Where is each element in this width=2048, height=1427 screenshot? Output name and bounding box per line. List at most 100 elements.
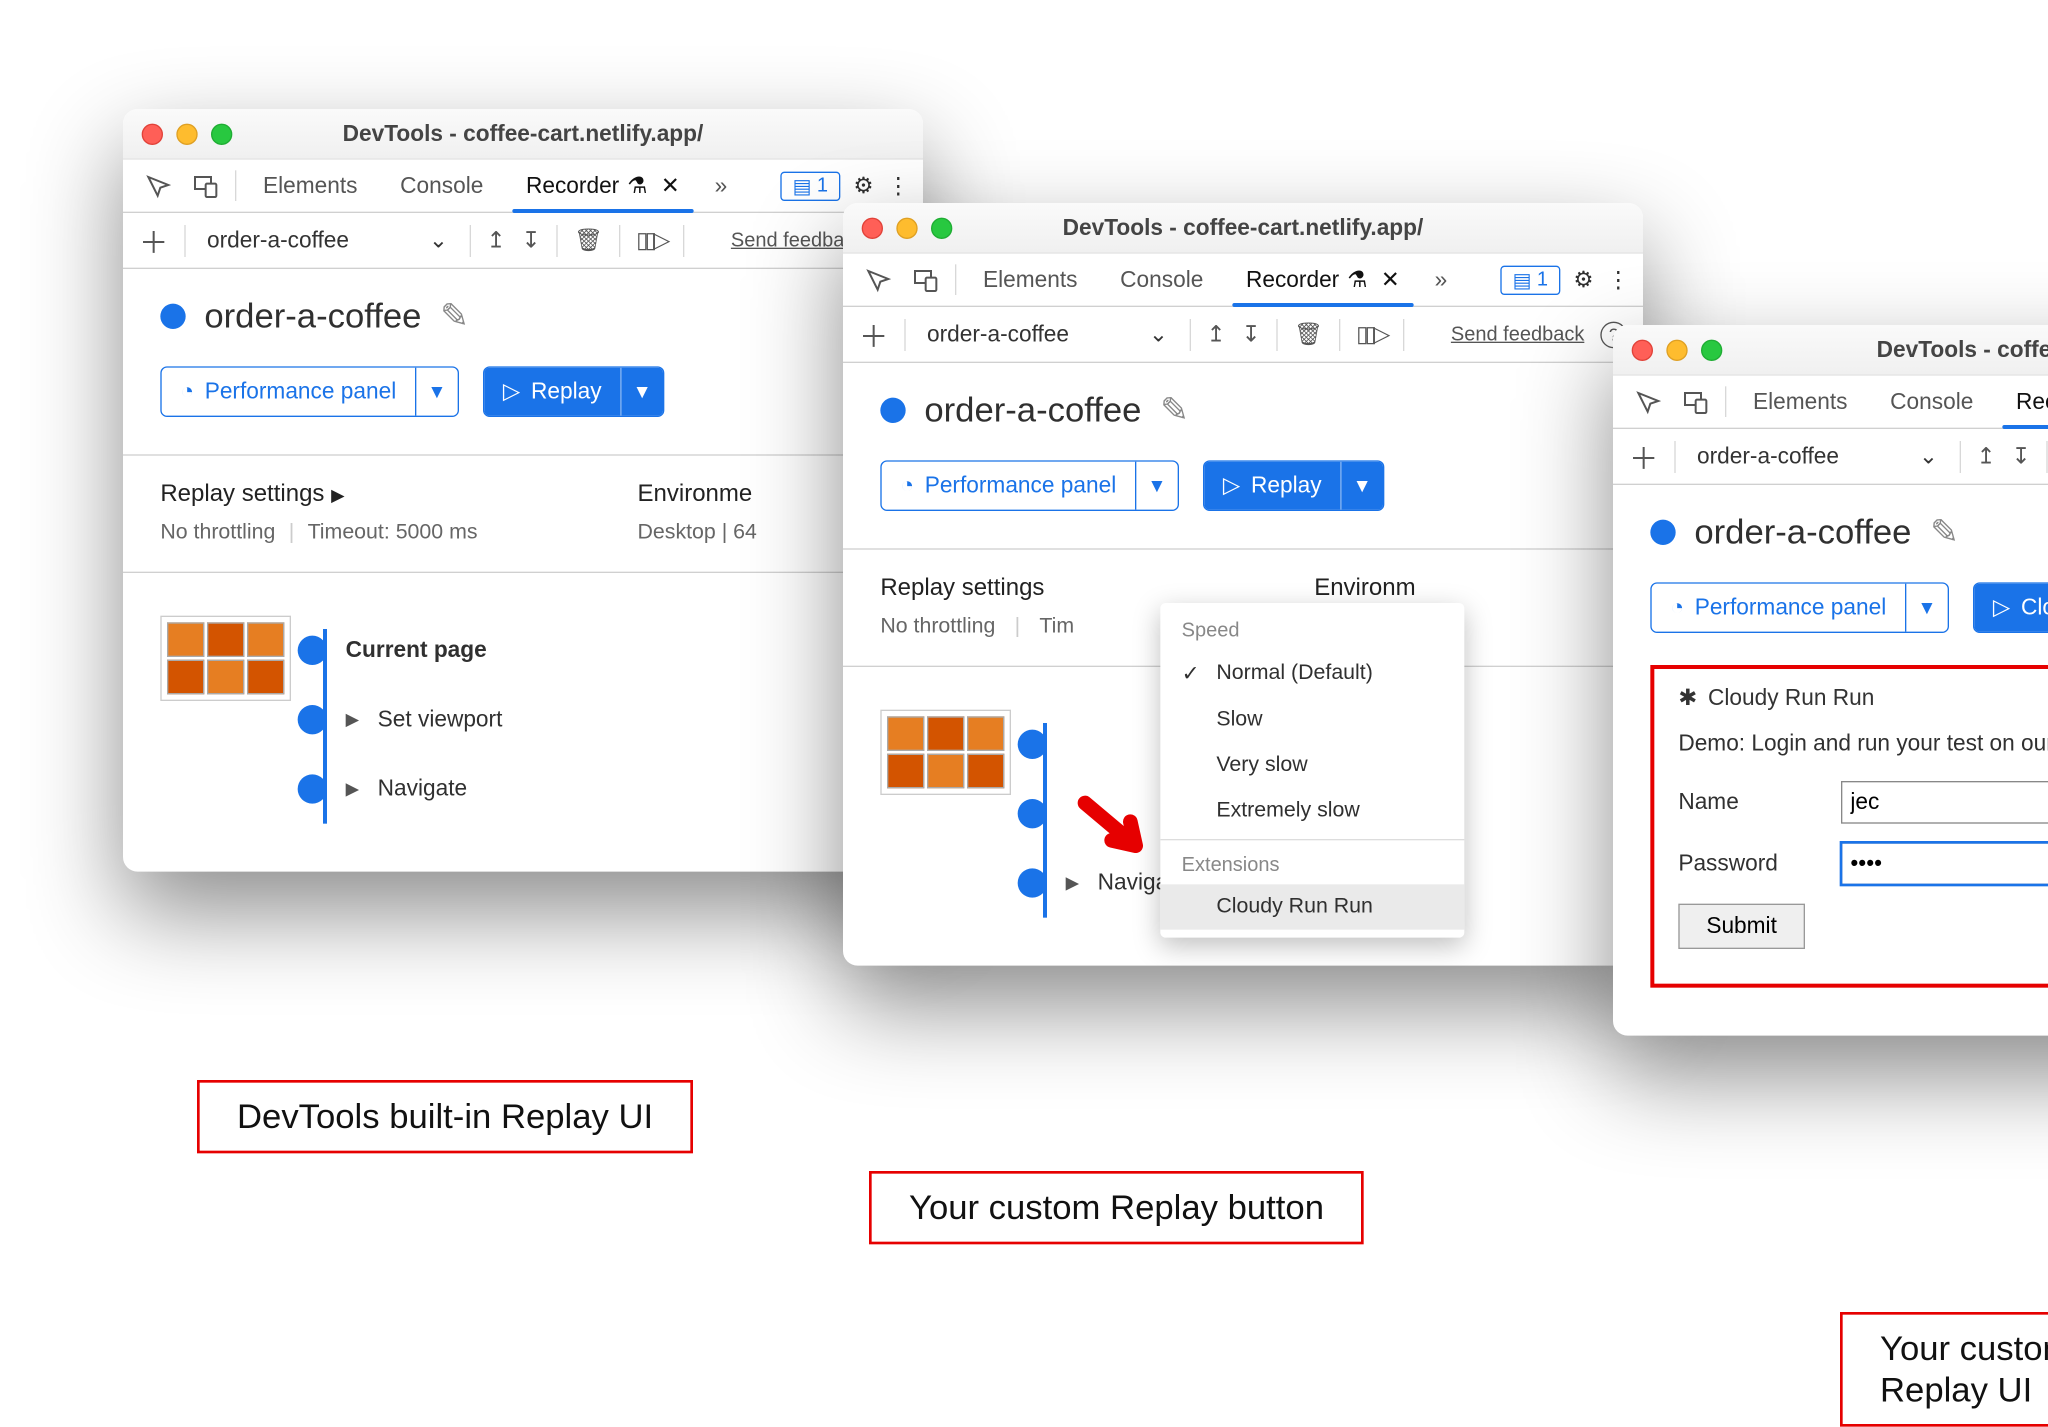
recording-title: order-a-coffee [204, 296, 421, 337]
delete-icon[interactable]: 🗑 [1294, 321, 1323, 348]
export-icon[interactable]: ↥ [1977, 443, 1996, 470]
replay-settings-header[interactable]: Replay settings [880, 573, 1074, 601]
recorder-toolbar: ＋ order-a-coffee⌄ ↥ ↧ 🗑 ▯▯▷ Send feedbac… [123, 213, 923, 269]
issues-badge[interactable]: ▤1 [1500, 265, 1559, 294]
close-window-button[interactable] [861, 217, 882, 238]
tabs-overflow-icon[interactable]: » [704, 160, 738, 212]
zoom-window-button[interactable] [931, 217, 952, 238]
tab-console[interactable]: Console [381, 160, 502, 212]
import-icon[interactable]: ↧ [1241, 321, 1260, 348]
password-input[interactable] [1841, 843, 2048, 886]
close-window-button[interactable] [141, 123, 162, 144]
password-label: Password [1679, 851, 1812, 878]
tab-elements[interactable]: Elements [1735, 376, 1867, 428]
device-toggle-icon[interactable] [904, 253, 947, 305]
recording-select[interactable]: order-a-coffee⌄ [1692, 443, 1944, 470]
performance-panel-button[interactable]: ◔Performance panel▾ [1651, 583, 1950, 634]
cloudy-run-run-button[interactable]: ▷Cloudy Run Run▾ [1973, 583, 2048, 634]
kebab-menu-icon[interactable]: ⋮ [1607, 266, 1630, 293]
tab-close-icon[interactable]: ✕ [1381, 266, 1400, 293]
tab-recorder[interactable]: Recorder⚗✕ [1227, 253, 1418, 305]
caption-custom-button: Your custom Replay button [869, 1171, 1364, 1244]
performance-panel-caret[interactable]: ▾ [1135, 461, 1178, 509]
titlebar: DevTools - coffee-cart.netlify.app/ [843, 203, 1643, 254]
performance-panel-caret[interactable]: ▾ [415, 368, 458, 416]
edit-title-icon[interactable]: ✎ [1160, 389, 1189, 430]
tabs-overflow-icon[interactable]: » [1424, 253, 1458, 305]
step-controls-icon[interactable]: ▯▯▷ [1356, 321, 1386, 348]
play-icon: ▷ [503, 379, 520, 406]
step-current-page[interactable]: Current page [333, 616, 502, 685]
replay-button[interactable]: ▷Replay▾ [1203, 460, 1384, 511]
replay-caret[interactable]: ▾ [620, 368, 663, 416]
settings-gear-icon[interactable]: ⚙ [853, 173, 873, 200]
recording-select[interactable]: order-a-coffee⌄ [201, 227, 453, 254]
step-thumbnail [160, 616, 291, 701]
import-icon[interactable]: ↧ [521, 227, 540, 254]
replay-settings-header[interactable]: Replay settings ▶ [160, 480, 477, 508]
replay-settings-summary: No throttling|Timeout: 5000 ms [160, 521, 477, 545]
step-set-viewport[interactable]: ▶Set viewport [333, 685, 502, 754]
new-recording-button[interactable]: ＋ [139, 219, 168, 262]
environment-header: Environme [637, 480, 756, 508]
tab-recorder[interactable]: Recorder⚗✕ [1998, 376, 2048, 428]
issues-badge[interactable]: ▤1 [780, 171, 839, 200]
tab-elements[interactable]: Elements [964, 253, 1096, 305]
zoom-window-button[interactable] [211, 123, 232, 144]
minimize-window-button[interactable] [896, 217, 917, 238]
environment-summary: Desktop | 64 [637, 521, 756, 545]
tab-recorder[interactable]: Recorder⚗✕ [507, 160, 698, 212]
minimize-window-button[interactable] [1667, 339, 1688, 360]
inspect-icon[interactable] [856, 253, 899, 305]
speed-slow[interactable]: Slow [1160, 697, 1464, 742]
speed-normal[interactable]: ✓Normal (Default) [1160, 649, 1464, 697]
step-navigate[interactable]: ▶Navigate [333, 755, 502, 824]
recording-status-icon [880, 397, 905, 422]
export-icon[interactable]: ↥ [486, 227, 505, 254]
chat-icon: ▤ [792, 174, 811, 198]
replay-caret[interactable]: ▾ [1340, 461, 1383, 509]
caption-builtin-replay: DevTools built-in Replay UI [197, 1080, 693, 1153]
inspect-icon[interactable] [136, 160, 179, 212]
minimize-window-button[interactable] [176, 123, 197, 144]
new-recording-button[interactable]: ＋ [859, 313, 888, 356]
panel-description: Demo: Login and run your test on our Clo… [1679, 731, 2048, 758]
close-window-button[interactable] [1632, 339, 1653, 360]
device-toggle-icon[interactable] [1675, 376, 1718, 428]
play-icon: ▷ [1993, 595, 2010, 622]
new-recording-button[interactable]: ＋ [1629, 435, 1658, 478]
edit-title-icon[interactable]: ✎ [440, 296, 469, 337]
import-icon[interactable]: ↧ [2012, 443, 2031, 470]
export-icon[interactable]: ↥ [1206, 321, 1225, 348]
performance-panel-button[interactable]: ◔Performance panel ▾ [160, 367, 459, 418]
send-feedback-link[interactable]: Send feedback [1451, 323, 1584, 346]
devtools-window-3: DevTools - coffee-cart.netlify.app/ Elem… [1613, 325, 2048, 1036]
device-toggle-icon[interactable] [184, 160, 227, 212]
delete-icon[interactable]: 🗑 [574, 227, 603, 254]
recording-select[interactable]: order-a-coffee⌄ [921, 321, 1173, 348]
performance-panel-button[interactable]: ◔Performance panel▾ [880, 460, 1179, 511]
inspect-icon[interactable] [1627, 376, 1670, 428]
step-controls-icon[interactable]: ▯▯▷ [636, 227, 666, 254]
extension-icon: ✱ [1679, 685, 1698, 712]
extension-cloudy-run-run[interactable]: Cloudy Run Run [1160, 884, 1464, 929]
steps-timeline: Current page ▶Set viewport ▶Navigate [312, 616, 502, 824]
tab-console[interactable]: Console [1101, 253, 1222, 305]
name-label: Name [1679, 789, 1812, 816]
replay-button[interactable]: ▷Replay ▾ [483, 367, 664, 418]
zoom-window-button[interactable] [1701, 339, 1722, 360]
settings-gear-icon[interactable]: ⚙ [1573, 266, 1593, 293]
edit-title-icon[interactable]: ✎ [1930, 512, 1959, 553]
tab-console[interactable]: Console [1872, 376, 1993, 428]
tab-close-icon[interactable]: ✕ [661, 173, 680, 200]
speed-extremely-slow[interactable]: Extremely slow [1160, 788, 1464, 833]
replay-settings-summary: No throttling | Tim [880, 615, 1074, 639]
submit-button[interactable]: Submit [1679, 904, 1806, 949]
devtools-window-2: DevTools - coffee-cart.netlify.app/ Elem… [843, 203, 1643, 966]
name-input[interactable] [1841, 781, 2048, 824]
step-thumbnail [880, 709, 1011, 794]
window-title: DevTools - coffee-cart.netlify.app/ [843, 214, 1643, 241]
tab-elements[interactable]: Elements [244, 160, 376, 212]
kebab-menu-icon[interactable]: ⋮ [887, 173, 910, 200]
speed-very-slow[interactable]: Very slow [1160, 743, 1464, 788]
